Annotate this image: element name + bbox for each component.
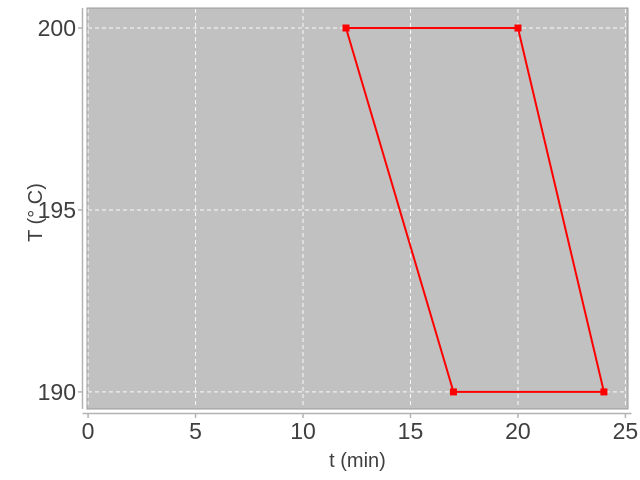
x-tick-label: 20 [505,418,531,444]
x-tick-label: 5 [189,418,202,444]
x-tick-label: 10 [290,418,316,444]
x-tick-label: 15 [398,418,424,444]
x-axis-title: t (min) [329,450,386,472]
plot-area [86,7,629,410]
y-axis-title: T (° C) [25,183,47,242]
data-marker [514,24,522,32]
y-tick-label: 190 [38,379,76,405]
x-tick-label: 0 [82,418,95,444]
x-tick-label: 25 [613,418,639,444]
data-marker [449,388,457,396]
data-marker [342,24,350,32]
data-marker [600,388,608,396]
y-tick-label: 195 [38,197,76,223]
y-tick-label: 200 [38,15,76,41]
